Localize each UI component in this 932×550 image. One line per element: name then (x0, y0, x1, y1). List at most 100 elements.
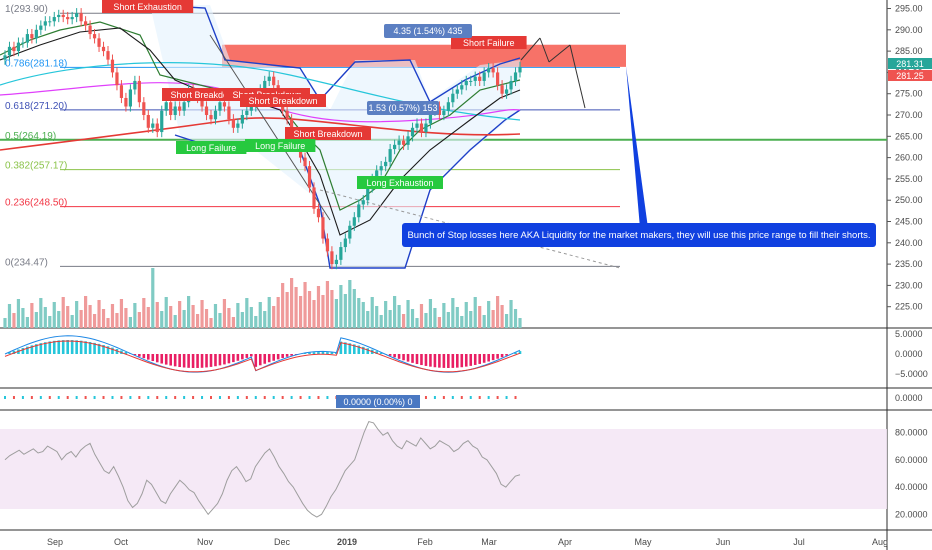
volume-bar (84, 296, 88, 328)
volume-bar (12, 313, 16, 328)
volume-bar (316, 286, 321, 328)
osc-bar (263, 396, 266, 399)
macd-histogram-bar (106, 346, 110, 354)
macd-histogram-bar (250, 354, 253, 357)
volume-bar (312, 300, 316, 328)
candle-body (339, 247, 343, 260)
signal-label: Short Breakdown (170, 90, 239, 100)
macd-histogram-bar (48, 341, 52, 354)
candle-body (160, 110, 164, 133)
volume-bar (3, 318, 7, 328)
volume-bar (375, 306, 379, 328)
macd-histogram-bar (66, 340, 69, 354)
macd-histogram-bar (478, 354, 481, 364)
candle-body (92, 34, 97, 39)
macd-histogram-bar (30, 345, 34, 354)
candle-body (366, 187, 370, 201)
price-tick-label: 265.00 (895, 131, 923, 141)
macd-histogram-bar (8, 352, 11, 354)
candle-body (57, 14, 61, 18)
macd-histogram-bar (460, 354, 464, 368)
volume-bar (115, 313, 119, 328)
volume-bar (124, 308, 128, 328)
volume-bars (3, 268, 522, 328)
macd-histogram-bar (330, 352, 334, 354)
osc-bar (183, 396, 186, 399)
osc-bar (496, 396, 499, 399)
fib-label: 0.236(248.50) (5, 198, 67, 209)
volume-bar (298, 296, 303, 328)
macd-histogram-bar (236, 354, 240, 361)
candle-body (137, 80, 141, 103)
osc-bar (66, 396, 69, 399)
candle-body (79, 13, 83, 22)
volume-bar (164, 297, 168, 328)
volume-bar (352, 289, 356, 328)
osc-bar (120, 396, 123, 399)
volume-bar (263, 311, 267, 328)
volume-bar (66, 306, 70, 328)
candle-body (491, 68, 495, 73)
volume-bar (101, 309, 106, 328)
price-tick-label: 255.00 (895, 174, 923, 184)
macd-histogram-bar (61, 340, 65, 354)
volume-bar (146, 307, 150, 328)
measure-box (367, 101, 439, 115)
macd-histogram-bar (245, 354, 249, 358)
volume-bar (294, 287, 298, 328)
candle-body (419, 123, 424, 133)
volume-bar (442, 303, 446, 328)
macd-histogram-bar (353, 344, 356, 354)
time-tick-label: Sep (47, 537, 63, 547)
macd-histogram-bar (469, 354, 473, 366)
macd-histogram-bar (52, 340, 56, 354)
volume-bar (491, 310, 495, 328)
projection-arrow (548, 44, 571, 63)
macd-histogram-bar (339, 341, 343, 354)
candle-body (482, 72, 486, 81)
volume-bar (97, 300, 101, 328)
osc-bar (424, 396, 427, 399)
candle-body (222, 102, 227, 107)
macd-histogram-bar (303, 353, 307, 354)
macd-histogram-bar (281, 354, 284, 359)
candle-body (151, 123, 155, 128)
candle-body (155, 123, 159, 133)
volume-bar (222, 299, 227, 328)
time-tick-label: Apr (558, 537, 572, 547)
candle-body (321, 217, 325, 239)
volume-bar (169, 306, 173, 328)
macd-histogram-bar (200, 354, 204, 368)
macd-histogram-bar (151, 354, 155, 362)
price-tick-label: 240.00 (895, 238, 923, 248)
volume-bar (34, 312, 38, 328)
macd-histogram-bar (196, 354, 199, 368)
macd-histogram-bar (241, 354, 244, 360)
candle-body (469, 80, 473, 82)
macd-histogram-bar (321, 352, 325, 354)
macd-histogram-bar (473, 354, 477, 365)
osc-bar (165, 396, 168, 399)
macd-histogram-bar (406, 354, 410, 362)
candle-body (169, 102, 173, 116)
macd-histogram-bar (178, 354, 181, 368)
macd-histogram-bar (164, 354, 168, 365)
volume-bar (388, 310, 392, 328)
macd-histogram-bar (169, 354, 172, 366)
macd-histogram-bar (420, 354, 423, 366)
candle-body (209, 115, 213, 120)
macd-histogram-bar (88, 341, 92, 354)
macd-histogram-bar (263, 354, 267, 364)
macd-histogram-bar (326, 352, 329, 354)
volume-bar (240, 312, 244, 328)
macd-histogram-bar (70, 340, 74, 354)
signal-label: Short Breakdown (248, 96, 317, 106)
osc-bar (433, 396, 436, 399)
price-tick-label: 275.00 (895, 89, 923, 99)
volume-bar (137, 312, 141, 328)
signal-label: Long Failure (255, 141, 305, 151)
candle-body (509, 80, 513, 90)
signal-box (240, 94, 326, 107)
candle-body (352, 217, 356, 226)
rsi-tick-label: 60.0000 (895, 455, 928, 465)
